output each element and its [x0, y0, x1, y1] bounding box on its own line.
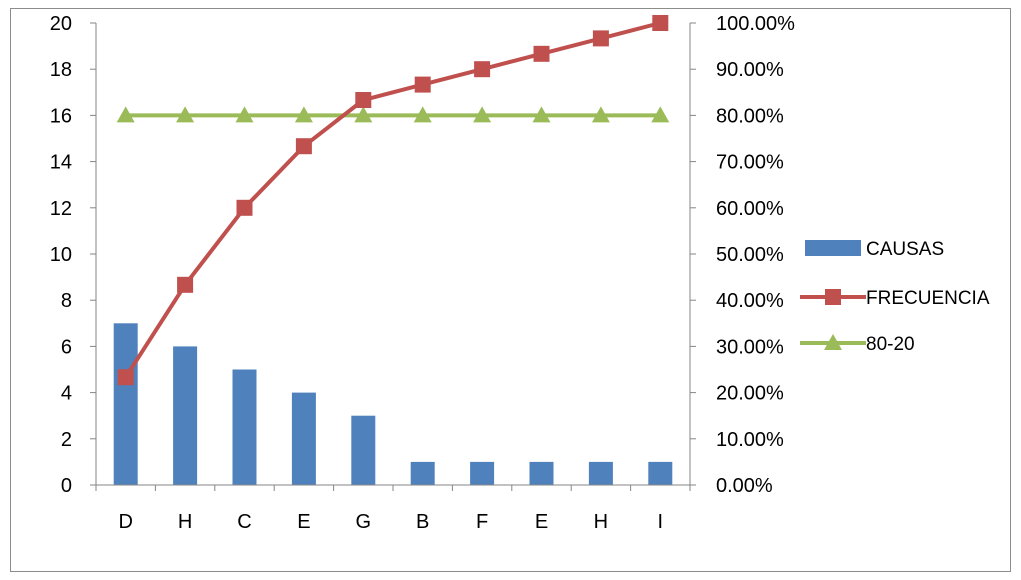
y-left-tick-label: 20	[50, 13, 72, 35]
threshold-point-3	[235, 106, 254, 123]
axes-layer	[90, 22, 696, 491]
cumulative-point-3	[236, 199, 253, 216]
threshold-point-8	[532, 106, 551, 123]
legend-label-bars: CAUSAS	[866, 239, 944, 260]
bar-6	[410, 461, 435, 485]
bar-8	[529, 461, 554, 485]
x-tick-label: E	[297, 511, 310, 533]
cumulative-point-4	[295, 138, 312, 155]
y-right-tick-label: 50.00%	[716, 244, 784, 266]
y-left-tick-label: 10	[50, 244, 72, 266]
y-left-tick-label: 0	[61, 475, 72, 497]
y-left-tick-label: 6	[61, 336, 72, 358]
y-right-tick-label: 80.00%	[716, 105, 784, 127]
bar-2	[173, 346, 198, 485]
bar-1	[113, 323, 138, 485]
threshold-point-4	[294, 106, 313, 123]
threshold-point-10	[651, 106, 670, 123]
x-tick-label: C	[237, 511, 251, 533]
tick-labels-layer: 0 2 4 6 8 10 12 14 16 18 20 0.00% 10.00% 20.00% 30.00%…	[50, 13, 795, 533]
y-right-tick-label: 0.00%	[716, 475, 773, 497]
y-left-tick-label: 4	[61, 383, 72, 405]
y-left-tick-label: 16	[50, 105, 72, 127]
cumulative-point-2	[177, 276, 194, 293]
x-tick-label: E	[535, 511, 548, 533]
y-left-tick-label: 2	[61, 429, 72, 451]
bar-7	[470, 461, 495, 485]
x-tick-label: B	[416, 511, 429, 533]
x-tick-label: I	[658, 511, 664, 533]
y-right-tick-label: 90.00%	[716, 59, 784, 81]
legend-marker-threshold	[824, 334, 842, 350]
x-tick-label: H	[178, 511, 192, 533]
cumulative-point-8	[533, 45, 550, 62]
bar-5	[351, 415, 376, 485]
cumulative-point-5	[355, 92, 372, 109]
bar-9	[588, 461, 613, 485]
bar-10	[648, 461, 673, 485]
cumulative-line	[124, 21, 661, 379]
legend-label-cumulative: FRECUENCIA	[866, 288, 990, 309]
threshold-point-1	[116, 106, 135, 123]
y-left-tick-label: 14	[50, 152, 72, 174]
y-right-tick-label: 40.00%	[716, 290, 784, 312]
threshold-point-9	[591, 106, 610, 123]
threshold-point-6	[413, 106, 432, 123]
x-tick-label: G	[356, 511, 372, 533]
y-right-tick-label: 70.00%	[716, 152, 784, 174]
cumulative-point-7	[474, 61, 491, 78]
threshold-point-2	[176, 106, 195, 123]
x-tick-label: D	[118, 511, 132, 533]
y-left-tick-label: 12	[50, 198, 72, 220]
y-right-tick-label: 20.00%	[716, 383, 784, 405]
bar-3	[232, 369, 257, 485]
cumulative-point-6	[414, 76, 431, 93]
y-right-tick-label: 30.00%	[716, 336, 784, 358]
legend-marker-cumulative	[825, 289, 841, 305]
legend-label-threshold: 80-20	[866, 334, 915, 355]
y-left-tick-label: 8	[61, 290, 72, 312]
y-right-tick-label: 60.00%	[716, 198, 784, 220]
bar-4	[291, 392, 316, 485]
threshold-point-7	[473, 106, 492, 123]
legend: CAUSAS FRECUENCIA 80-20	[800, 239, 990, 355]
lines-layer	[116, 15, 670, 386]
x-tick-label: F	[476, 511, 488, 533]
cumulative-point-9	[592, 30, 609, 47]
y-right-tick-label: 100.00%	[716, 13, 795, 35]
bars-layer	[113, 323, 673, 485]
threshold-point-5	[354, 106, 373, 123]
x-tick-label: H	[594, 511, 608, 533]
legend-swatch-bars	[805, 240, 861, 256]
cumulative-point-1	[117, 369, 134, 386]
cumulative-point-10	[652, 15, 669, 31]
y-left-tick-label: 18	[50, 59, 72, 81]
y-right-tick-label: 10.00%	[716, 429, 784, 451]
